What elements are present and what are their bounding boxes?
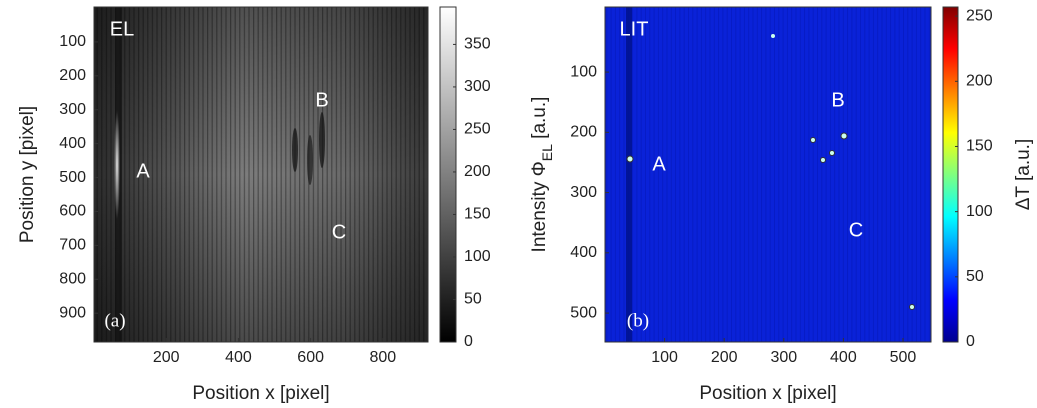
- y-label-text: Position y [pixel]: [17, 106, 38, 243]
- y-axis-label: Intensity ΦEL [a.u.]: [529, 97, 555, 253]
- y-label-end: [a.u.]: [529, 97, 550, 145]
- y-label-sub: EL: [539, 144, 555, 161]
- colorbar-tick-label: 150: [464, 206, 491, 223]
- colorbar: [942, 6, 959, 343]
- colorbar-tick-label: 200: [464, 163, 491, 180]
- x-tick-label: 500: [890, 349, 917, 366]
- x-tick-label: 800: [370, 349, 397, 366]
- lit-image: [605, 7, 931, 342]
- annotation: A: [136, 160, 150, 182]
- annotation: (b): [627, 310, 649, 331]
- y-tick-label: 300: [570, 184, 597, 201]
- x-axis-label: Position x [pixel]: [699, 383, 836, 404]
- annotation: C: [332, 221, 346, 243]
- colorbar-tick-label: 100: [464, 248, 491, 265]
- colorbar-label: ΔT [a.u.]: [1013, 139, 1034, 210]
- x-axis-label: Position x [pixel]: [192, 383, 329, 404]
- colorbar-tick-label: 50: [464, 291, 482, 308]
- y-tick-label: 700: [59, 237, 86, 254]
- plot-frame: [93, 6, 429, 343]
- annotation: B: [315, 89, 328, 111]
- y-tick-label: 100: [570, 63, 597, 80]
- y-tick-label: 900: [59, 304, 86, 321]
- colorbar-tick-label: 250: [966, 7, 993, 24]
- annotation: B: [831, 89, 844, 111]
- colorbar-tick-label: 100: [966, 203, 993, 220]
- y-tick-label: 200: [59, 67, 86, 84]
- colorbar-tick-label: 300: [464, 78, 491, 95]
- annotation: A: [652, 153, 666, 175]
- x-tick-label: 300: [770, 349, 797, 366]
- y-tick-label: 400: [570, 244, 597, 261]
- y-tick-label: 800: [59, 270, 86, 287]
- y-tick-label: 600: [59, 203, 86, 220]
- annotation: C: [849, 219, 863, 241]
- y-tick-label: 500: [570, 304, 597, 321]
- y-tick-label: 200: [570, 124, 597, 141]
- x-tick-label: 200: [153, 349, 180, 366]
- colorbar: [439, 6, 457, 343]
- colorbar-tick-label: 250: [464, 121, 491, 138]
- x-tick-label: 400: [830, 349, 857, 366]
- colorbar-tick-label: 350: [464, 36, 491, 53]
- y-tick-label: 400: [59, 135, 86, 152]
- y-tick-label: 500: [59, 169, 86, 186]
- x-tick-label: 400: [225, 349, 252, 366]
- x-tick-label: 200: [711, 349, 738, 366]
- y-axis-label: Position y [pixel]: [17, 106, 38, 243]
- colorbar-tick-label: 0: [464, 333, 473, 350]
- y-tick-label: 100: [59, 33, 86, 50]
- colorbar-tick-label: 0: [966, 333, 975, 350]
- annotation: LIT: [620, 18, 649, 40]
- el-image: [94, 7, 428, 342]
- x-tick-label: 600: [297, 349, 324, 366]
- annotation: EL: [110, 18, 134, 40]
- colorbar-tick-label: 150: [966, 138, 993, 155]
- x-tick-label: 100: [651, 349, 678, 366]
- y-tick-label: 300: [59, 101, 86, 118]
- annotation: (a): [104, 310, 125, 331]
- y-label-text: Intensity Φ: [529, 161, 550, 252]
- colorbar-tick-label: 200: [966, 73, 993, 90]
- plot-frame: [604, 6, 932, 343]
- colorbar-tick-label: 50: [966, 268, 984, 285]
